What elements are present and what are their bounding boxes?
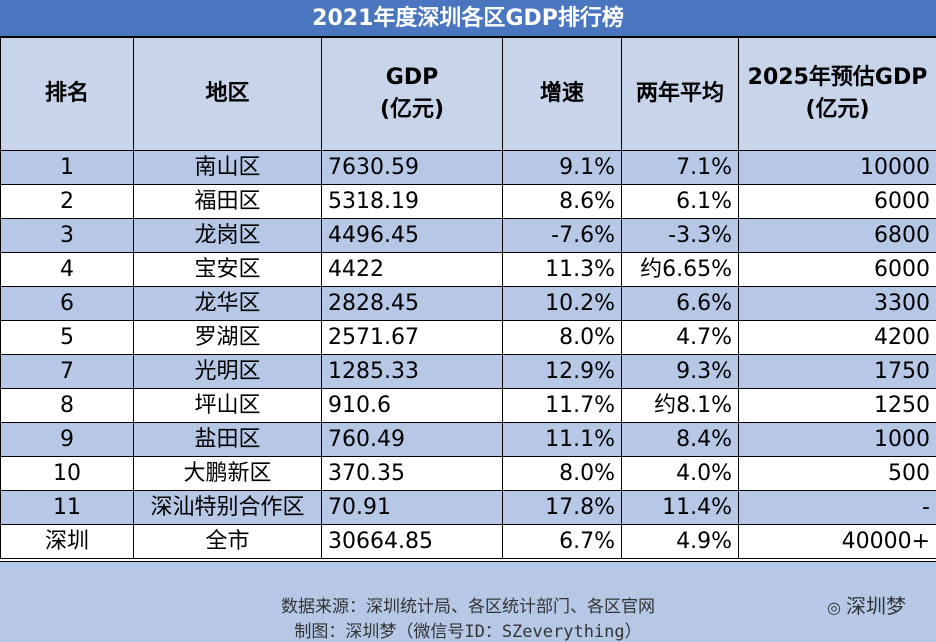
table-cell: 4: [0, 252, 134, 287]
logo-text: 深圳梦: [846, 594, 906, 618]
table-row: 1 南山区 7630.59 9.1% 7.1% 10000: [0, 150, 936, 185]
table-cell: 40000+: [738, 524, 936, 559]
table-cell: 7630.59: [321, 150, 503, 185]
table-cell: 龙岗区: [133, 218, 322, 253]
table-cell: 7: [0, 354, 134, 389]
header-cell: 地区: [133, 37, 322, 151]
table-cell: -: [738, 490, 936, 525]
table-cell: 500: [738, 456, 936, 491]
source-note: 数据来源：深圳统计局、各区统计部门、各区官网: [281, 597, 655, 617]
table-cell: 10.2%: [502, 286, 622, 321]
table-cell: 12.9%: [502, 354, 622, 389]
table-cell: 6000: [738, 252, 936, 287]
table-cell: 8.0%: [502, 320, 622, 355]
table-row: 7 光明区 1285.33 12.9% 9.3% 1750: [0, 354, 936, 389]
table-cell: 3300: [738, 286, 936, 321]
table-row: 4 宝安区 4422 11.3% 约6.65% 6000: [0, 252, 936, 287]
table-cell: 4.7%: [621, 320, 739, 355]
table-cell: 深汕特别合作区: [133, 490, 322, 525]
table-cell: 9.1%: [502, 150, 622, 185]
table-cell: 11.3%: [502, 252, 622, 287]
table-cell: 8.0%: [502, 456, 622, 491]
table-row: 10 大鹏新区 370.35 8.0% 4.0% 500: [0, 456, 936, 491]
table-cell: 2: [0, 184, 134, 219]
gdp-table: 排名 地区 GDP (亿元) 增速 两年平均 2025年预估GDP (亿元) 1 南山区 76…: [0, 37, 936, 559]
table-cell: 福田区: [133, 184, 322, 219]
credit-note: 制图：深圳梦（微信号ID：SZeverything）: [294, 622, 642, 642]
table-cell: 盐田区: [133, 422, 322, 457]
header-row: 排名 地区 GDP (亿元) 增速 两年平均 2025年预估GDP (亿元): [0, 37, 936, 151]
table-cell: 3: [0, 218, 134, 253]
table-cell: 6.6%: [621, 286, 739, 321]
table-cell: 7.1%: [621, 150, 739, 185]
table-cell: 8.6%: [502, 184, 622, 219]
table-row: 2 福田区 5318.19 8.6% 6.1% 6000: [0, 184, 936, 219]
table-cell: 1000: [738, 422, 936, 457]
table-cell: -7.6%: [502, 218, 622, 253]
table-row: 8 坪山区 910.6 11.7% 约8.1% 1250: [0, 388, 936, 423]
table-cell: 5318.19: [321, 184, 503, 219]
header-cell: 两年平均: [621, 37, 739, 151]
table-cell: 坪山区: [133, 388, 322, 423]
table-cell: 9: [0, 422, 134, 457]
footer: 数据来源：深圳统计局、各区统计部门、各区官网 制图：深圳梦（微信号ID：SZev…: [0, 561, 936, 642]
table-cell: 11.7%: [502, 388, 622, 423]
table-cell: 罗湖区: [133, 320, 322, 355]
table-cell: 4496.45: [321, 218, 503, 253]
table-cell: 约6.65%: [621, 252, 739, 287]
table-cell: 4.0%: [621, 456, 739, 491]
table-cell: 宝安区: [133, 252, 322, 287]
table-cell: 30664.85: [321, 524, 503, 559]
table-cell: 4200: [738, 320, 936, 355]
table-cell: 5: [0, 320, 134, 355]
header-cell: 增速: [502, 37, 622, 151]
table-cell: 4422: [321, 252, 503, 287]
table-cell: 6800: [738, 218, 936, 253]
table-row: 9 盐田区 760.49 11.1% 8.4% 1000: [0, 422, 936, 457]
table-cell: 8.4%: [621, 422, 739, 457]
header-cell: 排名: [0, 37, 134, 151]
logo: ◎ 深圳梦: [826, 594, 906, 618]
table-cell: 6.7%: [502, 524, 622, 559]
table-cell: 11: [0, 490, 134, 525]
table-cell: 1: [0, 150, 134, 185]
table-cell: 910.6: [321, 388, 503, 423]
table-cell: -3.3%: [621, 218, 739, 253]
table-cell: 1750: [738, 354, 936, 389]
table-cell: 70.91: [321, 490, 503, 525]
table-cell: 光明区: [133, 354, 322, 389]
table-cell: 1285.33: [321, 354, 503, 389]
table-cell: 6000: [738, 184, 936, 219]
table-cell: 大鹏新区: [133, 456, 322, 491]
table-cell: 11.4%: [621, 490, 739, 525]
table-row: 11 深汕特别合作区 70.91 17.8% 11.4% -: [0, 490, 936, 525]
table-cell: 2571.67: [321, 320, 503, 355]
table-cell: 10: [0, 456, 134, 491]
table-cell: 龙华区: [133, 286, 322, 321]
table-cell: 370.35: [321, 456, 503, 491]
table-cell: 760.49: [321, 422, 503, 457]
table-cell: 2828.45: [321, 286, 503, 321]
table-row: 3 龙岗区 4496.45 -7.6% -3.3% 6800: [0, 218, 936, 253]
table-row: 5 罗湖区 2571.67 8.0% 4.7% 4200: [0, 320, 936, 355]
table-cell: 6: [0, 286, 134, 321]
table-cell: 9.3%: [621, 354, 739, 389]
table-row: 深圳 全市 30664.85 6.7% 4.9% 40000+: [0, 524, 936, 559]
header-cell: 2025年预估GDP (亿元): [738, 37, 936, 151]
table-cell: 6.1%: [621, 184, 739, 219]
table-cell: 1250: [738, 388, 936, 423]
table-row: 6 龙华区 2828.45 10.2% 6.6% 3300: [0, 286, 936, 321]
table-cell: 11.1%: [502, 422, 622, 457]
table-cell: 8: [0, 388, 134, 423]
table-cell: 4.9%: [621, 524, 739, 559]
table-cell: 10000: [738, 150, 936, 185]
table-cell: 约8.1%: [621, 388, 739, 423]
table-cell: 17.8%: [502, 490, 622, 525]
table-cell: 深圳: [0, 524, 134, 559]
table-title: 2021年度深圳各区GDP排行榜: [0, 0, 936, 37]
table-cell: 南山区: [133, 150, 322, 185]
header-cell: GDP (亿元): [321, 37, 503, 151]
table-cell: 全市: [133, 524, 322, 559]
